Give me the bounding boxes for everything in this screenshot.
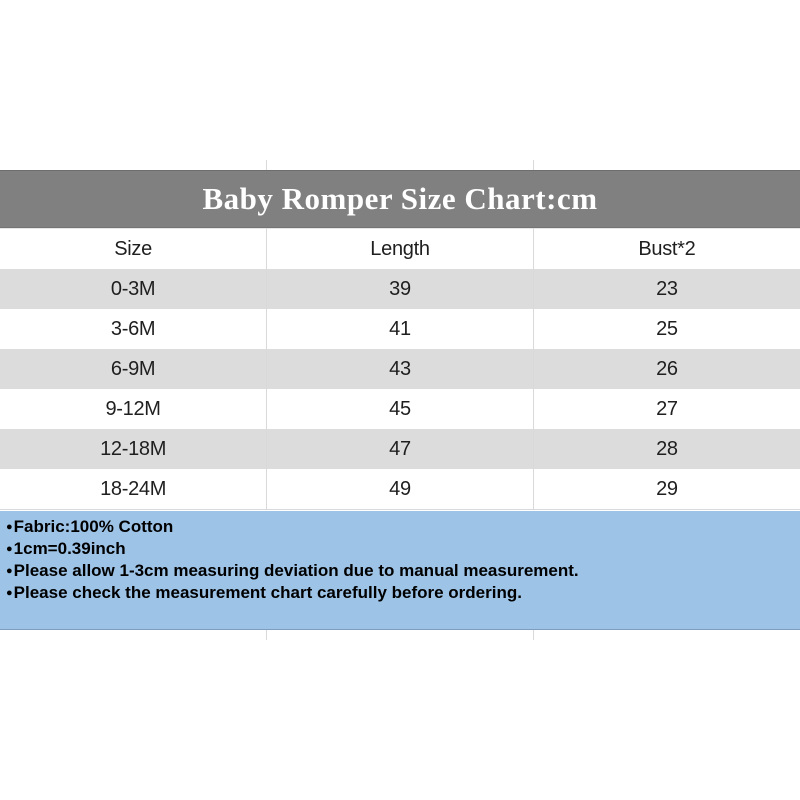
table-row: 18-24M 49 29 bbox=[0, 469, 800, 510]
note-line: ●Please allow 1-3cm measuring deviation … bbox=[6, 560, 794, 582]
size-table: Size Length Bust*2 0-3M 39 23 3-6M 41 25… bbox=[0, 228, 800, 510]
bullet-icon: ● bbox=[6, 587, 13, 599]
cell-length: 45 bbox=[266, 389, 534, 429]
cell-length: 43 bbox=[266, 349, 534, 389]
cell-length: 39 bbox=[266, 269, 534, 309]
cell-size: 9-12M bbox=[105, 397, 161, 420]
note-line: ●Please check the measurement chart care… bbox=[6, 582, 794, 604]
cell-size: 0-3M bbox=[110, 277, 156, 300]
table-row: 9-12M 45 27 bbox=[0, 389, 800, 429]
cell-length: 47 bbox=[266, 429, 534, 469]
cell-bust: 27 bbox=[532, 389, 800, 429]
title-banner: Baby Romper Size Chart:cm bbox=[0, 170, 800, 228]
column-line-stub bbox=[266, 160, 267, 170]
table-row: 3-6M 41 25 bbox=[0, 309, 800, 349]
table-row: 0-3M 39 23 bbox=[0, 269, 800, 309]
cell-size: 12-18M bbox=[100, 437, 167, 460]
cell-size: 6-9M bbox=[110, 357, 156, 380]
cell-size: 18-24M bbox=[100, 477, 167, 500]
cell-bust: 26 bbox=[532, 349, 800, 389]
page-title: Baby Romper Size Chart:cm bbox=[202, 181, 598, 216]
column-header-length: Length bbox=[266, 228, 534, 269]
cell-bust: 28 bbox=[532, 429, 800, 469]
column-header-size: Size bbox=[114, 237, 152, 260]
note-text: Please check the measurement chart caref… bbox=[13, 583, 522, 602]
note-text: Fabric:100% Cotton bbox=[13, 517, 174, 536]
column-line-stub bbox=[533, 630, 534, 640]
bullet-icon: ● bbox=[6, 521, 13, 533]
note-text: Please allow 1-3cm measuring deviation d… bbox=[13, 561, 579, 580]
column-header-bust: Bust*2 bbox=[532, 228, 800, 269]
cell-length: 49 bbox=[266, 469, 534, 510]
column-line-stub bbox=[266, 630, 267, 640]
column-line-stub bbox=[533, 160, 534, 170]
cell-bust: 29 bbox=[532, 469, 800, 510]
cell-bust: 23 bbox=[532, 269, 800, 309]
cell-length: 41 bbox=[266, 309, 534, 349]
cell-bust: 25 bbox=[532, 309, 800, 349]
bullet-icon: ● bbox=[6, 565, 13, 577]
notes-panel: ●Fabric:100% Cotton ●1cm=0.39inch ●Pleas… bbox=[0, 511, 800, 630]
cell-size: 3-6M bbox=[110, 317, 156, 340]
note-line: ●Fabric:100% Cotton bbox=[6, 516, 794, 538]
table-row: 12-18M 47 28 bbox=[0, 429, 800, 469]
table-row: 6-9M 43 26 bbox=[0, 349, 800, 389]
note-text: 1cm=0.39inch bbox=[13, 539, 126, 558]
note-line: ●1cm=0.39inch bbox=[6, 538, 794, 560]
size-table-header-row: Size Length Bust*2 bbox=[0, 228, 800, 269]
bullet-icon: ● bbox=[6, 543, 13, 555]
